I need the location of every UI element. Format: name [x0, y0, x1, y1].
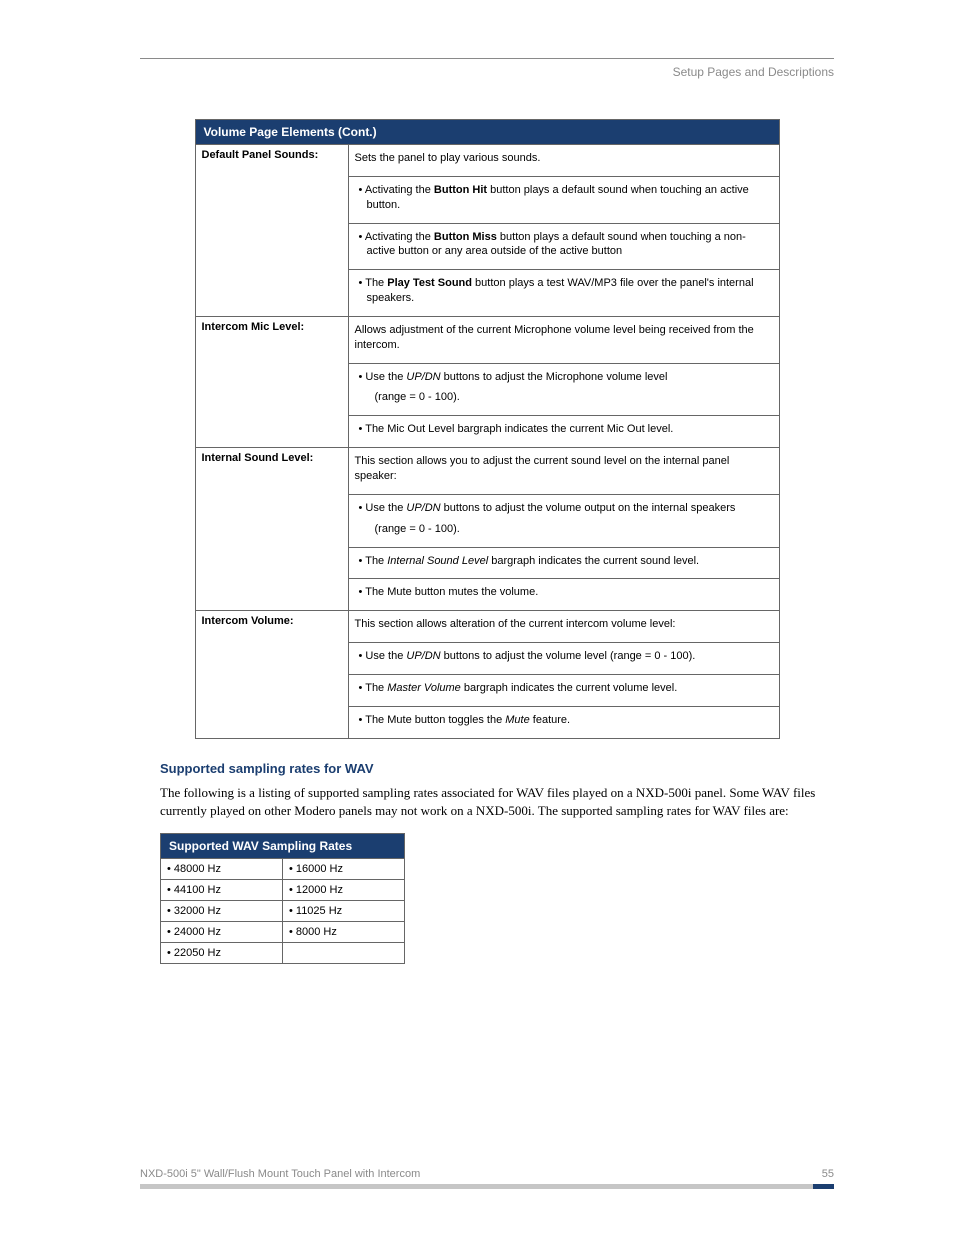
rate-cell: • 22050 Hz [161, 943, 283, 964]
footer-product: NXD-500i 5" Wall/Flush Mount Touch Panel… [140, 1168, 420, 1180]
row-label: Intercom Volume: [195, 611, 348, 738]
row-bullet: The Play Test Sound button plays a test … [348, 270, 779, 317]
rate-cell: • 16000 Hz [282, 859, 404, 880]
row-bullet: Use the UP/DN buttons to adjust the Micr… [348, 363, 779, 416]
rate-cell: • 24000 Hz [161, 922, 283, 943]
rate-cell: • 11025 Hz [282, 901, 404, 922]
row-intro: This section allows you to adjust the cu… [348, 448, 779, 495]
row-bullet: Use the UP/DN buttons to adjust the volu… [348, 494, 779, 547]
header-rule [140, 58, 834, 59]
row-bullet: The Master Volume bargraph indicates the… [348, 674, 779, 706]
row-bullet: Activating the Button Miss button plays … [348, 223, 779, 270]
rate-cell: • 12000 Hz [282, 880, 404, 901]
footer-bar [140, 1184, 834, 1189]
row-intro: This section allows alteration of the cu… [348, 611, 779, 643]
row-label: Internal Sound Level: [195, 448, 348, 611]
row-label: Intercom Mic Level: [195, 316, 348, 447]
breadcrumb: Setup Pages and Descriptions [140, 65, 834, 79]
rate-cell [282, 943, 404, 964]
rate-cell: • 8000 Hz [282, 922, 404, 943]
row-bullet: The Mute button mutes the volume. [348, 579, 779, 611]
volume-table-title: Volume Page Elements (Cont.) [195, 120, 779, 145]
row-bullet: Activating the Button Hit button plays a… [348, 176, 779, 223]
row-intro: Allows adjustment of the current Microph… [348, 316, 779, 363]
rate-cell: • 48000 Hz [161, 859, 283, 880]
row-bullet: The Internal Sound Level bargraph indica… [348, 547, 779, 579]
rates-table-title: Supported WAV Sampling Rates [161, 834, 405, 859]
row-bullet: Use the UP/DN buttons to adjust the volu… [348, 643, 779, 675]
section-title: Supported sampling rates for WAV [160, 761, 834, 776]
row-bullet: The Mute button toggles the Mute feature… [348, 706, 779, 738]
page-footer: NXD-500i 5" Wall/Flush Mount Touch Panel… [140, 1168, 834, 1189]
footer-page-number: 55 [822, 1168, 834, 1180]
volume-elements-table: Volume Page Elements (Cont.) Default Pan… [195, 119, 780, 739]
rate-cell: • 44100 Hz [161, 880, 283, 901]
row-intro: Sets the panel to play various sounds. [348, 145, 779, 177]
rate-cell: • 32000 Hz [161, 901, 283, 922]
row-bullet: The Mic Out Level bargraph indicates the… [348, 416, 779, 448]
row-label: Default Panel Sounds: [195, 145, 348, 317]
sampling-rates-table: Supported WAV Sampling Rates • 48000 Hz•… [160, 833, 405, 964]
section-body: The following is a listing of supported … [160, 784, 834, 822]
